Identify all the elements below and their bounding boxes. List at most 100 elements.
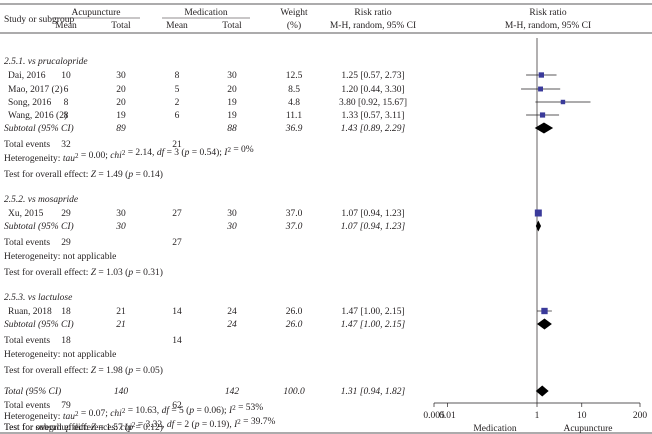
subtotal-risk-ratio: 1.47 [1.00, 2.15] xyxy=(341,320,406,330)
acupuncture-mean-header: Mean xyxy=(55,21,77,31)
plot-method-header: M-H, random, 95% CI xyxy=(505,21,591,31)
medication-events: 21 xyxy=(172,140,182,150)
total-risk-ratio: 1.31 [0.94, 1.82] xyxy=(341,387,406,397)
subtotal-acupuncture-total: 21 xyxy=(116,320,126,330)
acupuncture-mean-cell: 8 xyxy=(64,98,69,108)
weight-header: Weight xyxy=(280,8,308,18)
weight-unit-header: (%) xyxy=(287,20,301,31)
subtotal-label: Subtotal (95% CI) xyxy=(4,123,74,134)
acupuncture-events: 29 xyxy=(61,238,71,248)
medication-total-cell: 19 xyxy=(227,111,237,121)
total-medication: 142 xyxy=(225,387,240,397)
weight-cell: 11.1 xyxy=(286,111,303,121)
x-axis-tick-label: 0.01 xyxy=(439,411,456,421)
total-events-label: Total events xyxy=(4,336,50,346)
total-diamond xyxy=(535,385,549,397)
risk-ratio-cell: 1.33 [0.57, 3.11] xyxy=(342,111,405,121)
medication-total-cell: 19 xyxy=(227,98,237,108)
weight-cell: 12.5 xyxy=(286,71,303,81)
subtotal-weight: 26.0 xyxy=(286,320,303,330)
total-overall-effect-text: Test for overall effect: Z = 1.57 (p = 0… xyxy=(4,422,163,433)
study-name: Wang, 2016 (2) xyxy=(8,110,67,121)
study-point-4 xyxy=(534,209,542,217)
x-axis-tick-label: 1 xyxy=(535,411,540,421)
subtotal-diamond-1 xyxy=(535,220,542,232)
total-events-label: Total events xyxy=(4,401,50,411)
heterogeneity-text: Heterogeneity: tau2 = 0.00; chi2 = 2.14,… xyxy=(4,145,254,164)
medication-mean-header: Mean xyxy=(166,21,188,31)
risk-ratio-method-header: M-H, random, 95% CI xyxy=(330,21,416,31)
acupuncture-events: 32 xyxy=(61,140,71,150)
subtotal-weight: 36.9 xyxy=(285,124,303,134)
study-point-1 xyxy=(538,86,544,92)
acupuncture-mean-cell: 18 xyxy=(61,307,71,317)
subtotal-risk-ratio: 1.43 [0.89, 2.29] xyxy=(341,124,406,134)
medication-total-cell: 30 xyxy=(227,71,237,81)
subgroup-differences-text: Test for subgroup differences: chi2 = 3.… xyxy=(4,417,276,433)
medication-total-cell: 30 xyxy=(227,209,237,219)
acupuncture-total-cell: 20 xyxy=(116,85,126,95)
overall-effect-text: Test for overall effect: Z = 1.98 (p = 0… xyxy=(4,365,163,376)
medication-events: 27 xyxy=(172,238,182,248)
weight-cell: 37.0 xyxy=(286,209,303,219)
study-name: Xu, 2015 xyxy=(8,209,44,219)
medication-events: 14 xyxy=(172,336,182,346)
study-point-2 xyxy=(560,99,566,105)
heterogeneity-text: Heterogeneity: not applicable xyxy=(4,252,116,262)
subtotal-weight: 37.0 xyxy=(285,222,303,232)
heterogeneity-text: Heterogeneity: not applicable xyxy=(4,350,116,360)
subtotal-acupuncture-total: 89 xyxy=(116,124,126,134)
study-name: Mao, 2017 (2) xyxy=(8,84,63,95)
subgroup-title: 2.5.1. vs prucalopride xyxy=(4,57,88,67)
acupuncture-total-header: Total xyxy=(111,21,131,31)
acupuncture-total-cell: 20 xyxy=(116,98,126,108)
subtotal-diamond-0 xyxy=(534,122,554,134)
medication-mean-cell: 27 xyxy=(172,209,182,219)
medication-mean-cell: 14 xyxy=(172,307,182,317)
total-acupuncture-events: 79 xyxy=(61,401,71,411)
subgroup-title: 2.5.2. vs mosapride xyxy=(4,195,78,205)
total-acupuncture: 140 xyxy=(114,387,129,397)
total-label: Total (95% CI) xyxy=(4,386,61,397)
risk-ratio-cell: 1.07 [0.94, 1.23] xyxy=(341,209,404,219)
total-heterogeneity-text: Heterogeneity: tau2 = 0.07; chi2 = 10.63… xyxy=(4,403,263,422)
weight-cell: 26.0 xyxy=(286,307,303,317)
risk-ratio-cell: 1.20 [0.44, 3.30] xyxy=(341,85,404,95)
weight-cell: 8.5 xyxy=(288,85,300,95)
subtotal-medication-total: 24 xyxy=(227,320,237,330)
plot-risk-ratio-header: Risk ratio xyxy=(529,8,566,18)
study-point-3 xyxy=(539,112,546,118)
acupuncture-mean-cell: 6 xyxy=(64,85,69,95)
study-name: Dai, 2016 xyxy=(8,71,46,81)
medication-total-cell: 24 xyxy=(227,307,237,317)
weight-cell: 4.8 xyxy=(288,98,300,108)
acupuncture-mean-cell: 29 xyxy=(61,209,71,219)
subtotal-medication-total: 88 xyxy=(227,124,237,134)
total-medication-events: 62 xyxy=(172,401,182,411)
subtotal-label: Subtotal (95% CI) xyxy=(4,319,74,330)
risk-ratio-header: Risk ratio xyxy=(354,8,391,18)
study-name: Ruan, 2018 xyxy=(8,307,52,317)
study-column-header: Study or subgroup xyxy=(4,15,74,25)
medication-mean-cell: 6 xyxy=(175,111,180,121)
total-weight: 100.0 xyxy=(283,387,305,397)
medication-group-header: Medication xyxy=(184,8,228,18)
subtotal-acupuncture-total: 30 xyxy=(115,222,126,232)
acupuncture-mean-cell: 10 xyxy=(61,71,71,81)
subtotal-label: Subtotal (95% CI) xyxy=(4,221,74,232)
x-axis-tick-label: 200 xyxy=(633,411,648,421)
medication-mean-cell: 8 xyxy=(175,71,180,81)
total-events-label: Total events xyxy=(4,238,50,248)
acupuncture-events: 18 xyxy=(61,336,71,346)
x-axis-tick-label: 10 xyxy=(577,411,587,421)
subtotal-risk-ratio: 1.07 [0.94, 1.23] xyxy=(341,222,406,232)
study-point-5 xyxy=(541,307,548,315)
subgroup-title: 2.5.3. vs lactulose xyxy=(4,293,72,303)
subtotal-medication-total: 30 xyxy=(226,222,237,232)
medication-total-cell: 20 xyxy=(227,85,237,95)
overall-effect-text: Test for overall effect: Z = 1.49 (p = 0… xyxy=(4,169,163,180)
study-name: Song, 2016 xyxy=(8,98,52,108)
risk-ratio-cell: 1.25 [0.57, 2.73] xyxy=(341,71,404,81)
x-axis-tick-label: 0.005 xyxy=(423,411,445,421)
